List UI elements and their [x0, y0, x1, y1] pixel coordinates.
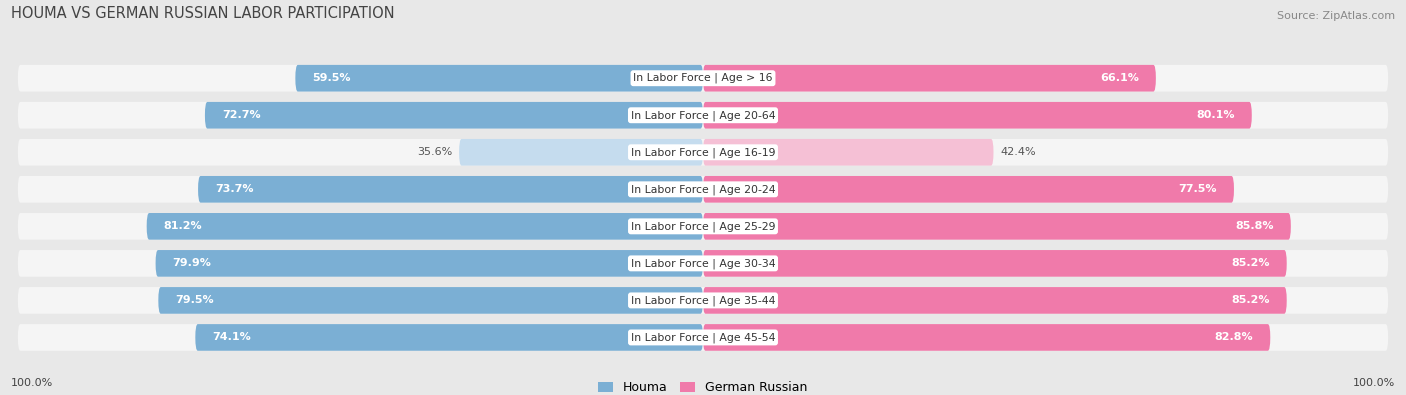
- FancyBboxPatch shape: [18, 213, 1388, 240]
- FancyBboxPatch shape: [703, 213, 1291, 240]
- FancyBboxPatch shape: [198, 176, 703, 203]
- Text: 85.2%: 85.2%: [1232, 295, 1270, 305]
- Text: In Labor Force | Age > 16: In Labor Force | Age > 16: [633, 73, 773, 83]
- FancyBboxPatch shape: [703, 250, 1286, 277]
- FancyBboxPatch shape: [146, 213, 703, 240]
- FancyBboxPatch shape: [460, 139, 703, 166]
- Text: In Labor Force | Age 16-19: In Labor Force | Age 16-19: [631, 147, 775, 158]
- FancyBboxPatch shape: [703, 65, 1156, 92]
- FancyBboxPatch shape: [18, 102, 1388, 129]
- Legend: Houma, German Russian: Houma, German Russian: [598, 381, 808, 394]
- FancyBboxPatch shape: [18, 139, 1388, 166]
- FancyBboxPatch shape: [18, 287, 1388, 314]
- Text: In Labor Force | Age 30-34: In Labor Force | Age 30-34: [631, 258, 775, 269]
- FancyBboxPatch shape: [703, 287, 1286, 314]
- FancyBboxPatch shape: [18, 324, 1388, 351]
- Text: 82.8%: 82.8%: [1215, 333, 1253, 342]
- FancyBboxPatch shape: [703, 176, 1234, 203]
- Text: 100.0%: 100.0%: [11, 378, 53, 388]
- Text: 79.5%: 79.5%: [176, 295, 214, 305]
- Text: 35.6%: 35.6%: [418, 147, 453, 157]
- Text: 85.2%: 85.2%: [1232, 258, 1270, 268]
- FancyBboxPatch shape: [703, 102, 1251, 129]
- FancyBboxPatch shape: [18, 176, 1388, 203]
- Text: In Labor Force | Age 25-29: In Labor Force | Age 25-29: [631, 221, 775, 231]
- Text: 79.9%: 79.9%: [173, 258, 211, 268]
- FancyBboxPatch shape: [205, 102, 703, 129]
- Text: 100.0%: 100.0%: [1353, 378, 1395, 388]
- Text: 74.1%: 74.1%: [212, 333, 252, 342]
- FancyBboxPatch shape: [18, 250, 1388, 277]
- Text: HOUMA VS GERMAN RUSSIAN LABOR PARTICIPATION: HOUMA VS GERMAN RUSSIAN LABOR PARTICIPAT…: [11, 6, 395, 21]
- Text: 85.8%: 85.8%: [1236, 221, 1274, 231]
- FancyBboxPatch shape: [703, 324, 1270, 351]
- Text: 72.7%: 72.7%: [222, 110, 260, 120]
- Text: Source: ZipAtlas.com: Source: ZipAtlas.com: [1277, 11, 1395, 21]
- Text: 77.5%: 77.5%: [1178, 184, 1216, 194]
- Text: 42.4%: 42.4%: [1000, 147, 1036, 157]
- Text: 80.1%: 80.1%: [1197, 110, 1234, 120]
- Text: 81.2%: 81.2%: [165, 221, 202, 231]
- Text: In Labor Force | Age 20-64: In Labor Force | Age 20-64: [631, 110, 775, 120]
- FancyBboxPatch shape: [18, 65, 1388, 92]
- Text: In Labor Force | Age 20-24: In Labor Force | Age 20-24: [631, 184, 775, 195]
- Text: In Labor Force | Age 45-54: In Labor Force | Age 45-54: [631, 332, 775, 343]
- FancyBboxPatch shape: [159, 287, 703, 314]
- FancyBboxPatch shape: [156, 250, 703, 277]
- Text: In Labor Force | Age 35-44: In Labor Force | Age 35-44: [631, 295, 775, 306]
- FancyBboxPatch shape: [295, 65, 703, 92]
- FancyBboxPatch shape: [703, 139, 994, 166]
- Text: 59.5%: 59.5%: [312, 73, 352, 83]
- Text: 73.7%: 73.7%: [215, 184, 253, 194]
- Text: 66.1%: 66.1%: [1099, 73, 1139, 83]
- FancyBboxPatch shape: [195, 324, 703, 351]
